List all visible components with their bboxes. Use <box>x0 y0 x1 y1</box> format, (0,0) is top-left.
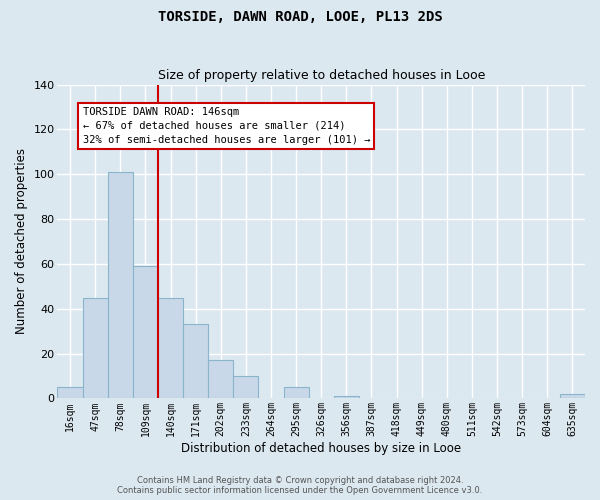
Bar <box>158 298 183 398</box>
Y-axis label: Number of detached properties: Number of detached properties <box>15 148 28 334</box>
Text: Contains HM Land Registry data © Crown copyright and database right 2024.
Contai: Contains HM Land Registry data © Crown c… <box>118 476 482 495</box>
Title: Size of property relative to detached houses in Looe: Size of property relative to detached ho… <box>158 69 485 82</box>
Text: TORSIDE, DAWN ROAD, LOOE, PL13 2DS: TORSIDE, DAWN ROAD, LOOE, PL13 2DS <box>158 10 442 24</box>
Bar <box>108 172 133 398</box>
Bar <box>334 396 359 398</box>
Bar <box>233 376 259 398</box>
Bar <box>58 387 83 398</box>
Bar <box>560 394 585 398</box>
Bar <box>284 387 308 398</box>
Bar <box>133 266 158 398</box>
Bar <box>83 298 108 398</box>
Text: TORSIDE DAWN ROAD: 146sqm
← 67% of detached houses are smaller (214)
32% of semi: TORSIDE DAWN ROAD: 146sqm ← 67% of detac… <box>83 107 370 145</box>
Bar <box>183 324 208 398</box>
Bar <box>208 360 233 399</box>
X-axis label: Distribution of detached houses by size in Looe: Distribution of detached houses by size … <box>181 442 461 455</box>
